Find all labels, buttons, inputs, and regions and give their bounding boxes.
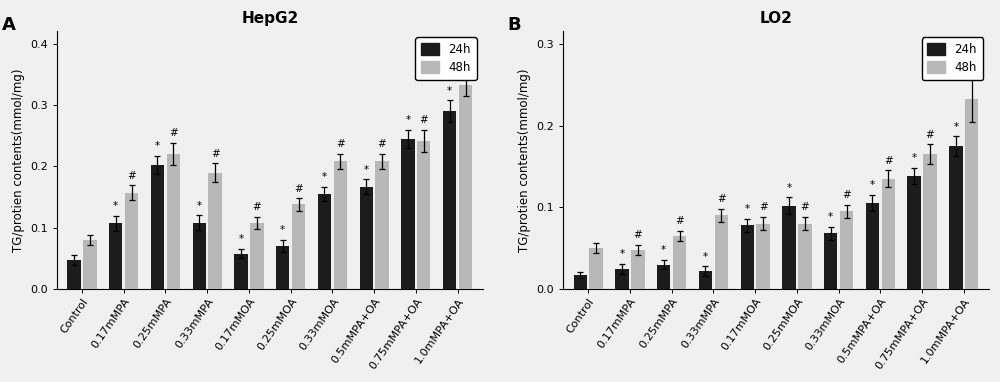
Text: #: # — [252, 202, 261, 212]
Text: A: A — [2, 16, 15, 34]
Bar — [401, 139, 415, 289]
Bar — [866, 203, 879, 289]
Text: *: * — [953, 121, 958, 131]
Text: *: * — [364, 165, 369, 175]
Text: *: * — [912, 154, 917, 163]
Bar — [276, 246, 289, 289]
Text: #: # — [169, 128, 178, 138]
Text: *: * — [661, 245, 666, 255]
Text: #: # — [967, 62, 976, 72]
Text: *: * — [619, 249, 625, 259]
Text: #: # — [675, 216, 684, 227]
Title: LO2: LO2 — [760, 11, 792, 26]
Bar — [443, 111, 456, 289]
Text: *: * — [745, 204, 750, 214]
Y-axis label: TG/protien contents(mmol/mg): TG/protien contents(mmol/mg) — [12, 68, 25, 252]
Bar — [318, 194, 331, 289]
Bar — [459, 85, 472, 289]
Text: *: * — [828, 212, 833, 222]
Text: #: # — [127, 171, 136, 181]
Text: #: # — [884, 156, 893, 166]
Text: *: * — [113, 201, 118, 212]
Bar — [67, 260, 81, 289]
Bar — [292, 204, 305, 289]
Text: *: * — [786, 183, 792, 193]
Text: #: # — [461, 59, 470, 69]
Bar — [923, 154, 937, 289]
Bar — [167, 154, 180, 289]
Title: HepG2: HepG2 — [241, 11, 298, 26]
Text: #: # — [926, 129, 934, 140]
Bar — [673, 236, 686, 289]
Text: #: # — [759, 202, 767, 212]
Bar — [782, 206, 796, 289]
Bar — [741, 225, 754, 289]
Bar — [208, 173, 222, 289]
Text: *: * — [280, 225, 285, 235]
Bar — [715, 215, 728, 289]
Text: #: # — [378, 139, 386, 149]
Bar — [965, 99, 978, 289]
Text: #: # — [211, 149, 219, 159]
Bar — [824, 233, 837, 289]
Text: *: * — [703, 252, 708, 262]
Bar — [574, 275, 587, 289]
Text: #: # — [717, 194, 726, 204]
Text: #: # — [633, 230, 642, 240]
Text: #: # — [419, 115, 428, 125]
Bar — [151, 165, 164, 289]
Bar — [907, 176, 921, 289]
Bar — [417, 141, 430, 289]
Text: #: # — [800, 202, 809, 212]
Legend: 24h, 48h: 24h, 48h — [922, 37, 983, 80]
Text: #: # — [842, 190, 851, 200]
Bar — [193, 223, 206, 289]
Bar — [615, 269, 629, 289]
Text: *: * — [405, 115, 410, 125]
Legend: 24h, 48h: 24h, 48h — [415, 37, 477, 80]
Bar — [657, 265, 670, 289]
Text: *: * — [870, 180, 875, 190]
Text: *: * — [197, 201, 202, 211]
Bar — [83, 240, 97, 289]
Bar — [334, 162, 347, 289]
Bar — [756, 223, 770, 289]
Bar — [234, 254, 248, 289]
Bar — [699, 271, 712, 289]
Y-axis label: TG/protien contents(mmol/mg): TG/protien contents(mmol/mg) — [518, 68, 531, 252]
Text: #: # — [336, 139, 345, 149]
Bar — [109, 223, 122, 289]
Bar — [125, 193, 138, 289]
Text: *: * — [322, 172, 327, 182]
Text: *: * — [238, 234, 244, 244]
Bar — [840, 211, 853, 289]
Bar — [631, 250, 645, 289]
Bar — [949, 146, 963, 289]
Bar — [360, 187, 373, 289]
Text: *: * — [155, 141, 160, 151]
Bar — [250, 223, 264, 289]
Bar — [798, 223, 812, 289]
Text: #: # — [294, 184, 303, 194]
Text: B: B — [508, 16, 521, 34]
Bar — [375, 162, 389, 289]
Bar — [882, 179, 895, 289]
Bar — [589, 248, 603, 289]
Text: *: * — [447, 86, 452, 96]
